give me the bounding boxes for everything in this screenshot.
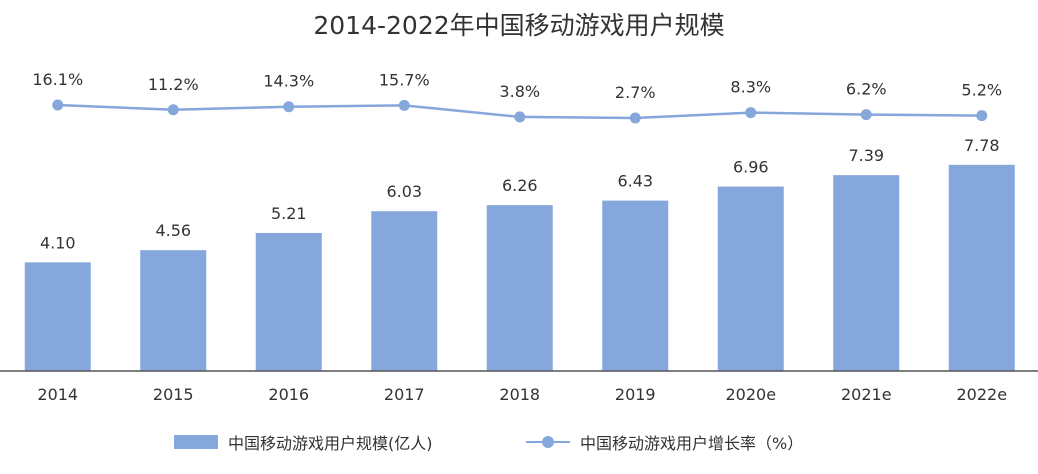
rate-point-2022e	[976, 110, 988, 122]
x-tick-label-2022e: 2022e	[956, 385, 1007, 404]
rate-label-2020e: 8.3%	[730, 78, 771, 97]
rate-point-2014	[52, 99, 64, 111]
x-tick-label-2019: 2019	[615, 385, 656, 404]
bar-label-2021e: 7.39	[848, 146, 884, 165]
x-tick-label-2020e: 2020e	[725, 385, 776, 404]
bar-2016	[255, 232, 322, 371]
x-tick-label-2016: 2016	[268, 385, 309, 404]
bar-2017	[371, 211, 438, 371]
rate-label-2022e: 5.2%	[961, 81, 1002, 100]
rate-point-2021e	[860, 109, 872, 121]
rate-label-2015: 11.2%	[148, 75, 199, 94]
rate-label-2018: 3.8%	[499, 82, 540, 101]
legend: 中国移动游戏用户规模(亿人) 中国移动游戏用户增长率（%）	[0, 430, 1038, 454]
bar-label-2016: 5.21	[271, 204, 307, 223]
legend-swatch-line	[526, 435, 570, 449]
bar-label-2015: 4.56	[155, 221, 191, 240]
legend-label-line: 中国移动游戏用户增长率（%）	[580, 434, 804, 453]
legend-swatch-bar	[174, 435, 218, 449]
legend-label-bar: 中国移动游戏用户规模(亿人)	[228, 434, 433, 453]
bar-2020e	[717, 186, 784, 371]
rate-label-2017: 15.7%	[379, 70, 430, 89]
rate-point-2016	[283, 101, 295, 113]
bar-2019	[602, 200, 669, 371]
bar-2015	[140, 250, 207, 371]
rate-label-2016: 14.3%	[263, 72, 314, 91]
bar-label-2018: 6.26	[502, 176, 538, 195]
legend-item-bar: 中国移动游戏用户规模(亿人)	[174, 430, 433, 454]
x-tick-label-2018: 2018	[499, 385, 540, 404]
bar-2021e	[833, 175, 900, 371]
rate-point-2015	[167, 104, 179, 116]
bar-label-2014: 4.10	[40, 233, 76, 252]
chart-title: 2014-2022年中国移动游戏用户规模	[313, 11, 725, 40]
bar-label-2020e: 6.96	[733, 158, 769, 177]
rate-point-2017	[398, 99, 410, 111]
x-tick-label-2021e: 2021e	[841, 385, 892, 404]
rate-point-2018	[514, 111, 526, 123]
x-tick-label-2015: 2015	[153, 385, 194, 404]
rate-label-2021e: 6.2%	[846, 80, 887, 99]
x-tick-label-2014: 2014	[37, 385, 78, 404]
rate-label-2014: 16.1%	[32, 70, 83, 89]
legend-item-line: 中国移动游戏用户增长率（%）	[526, 430, 803, 454]
bar-label-2022e: 7.78	[964, 136, 1000, 155]
bar-label-2019: 6.43	[617, 172, 653, 191]
bar-2018	[486, 205, 553, 371]
rate-point-2019	[629, 112, 641, 124]
x-tick-label-2017: 2017	[384, 385, 425, 404]
bar-2022e	[948, 164, 1015, 371]
bar-label-2017: 6.03	[386, 182, 422, 201]
bar-2014	[24, 262, 91, 371]
rate-point-2020e	[745, 107, 757, 119]
rate-label-2019: 2.7%	[615, 83, 656, 102]
